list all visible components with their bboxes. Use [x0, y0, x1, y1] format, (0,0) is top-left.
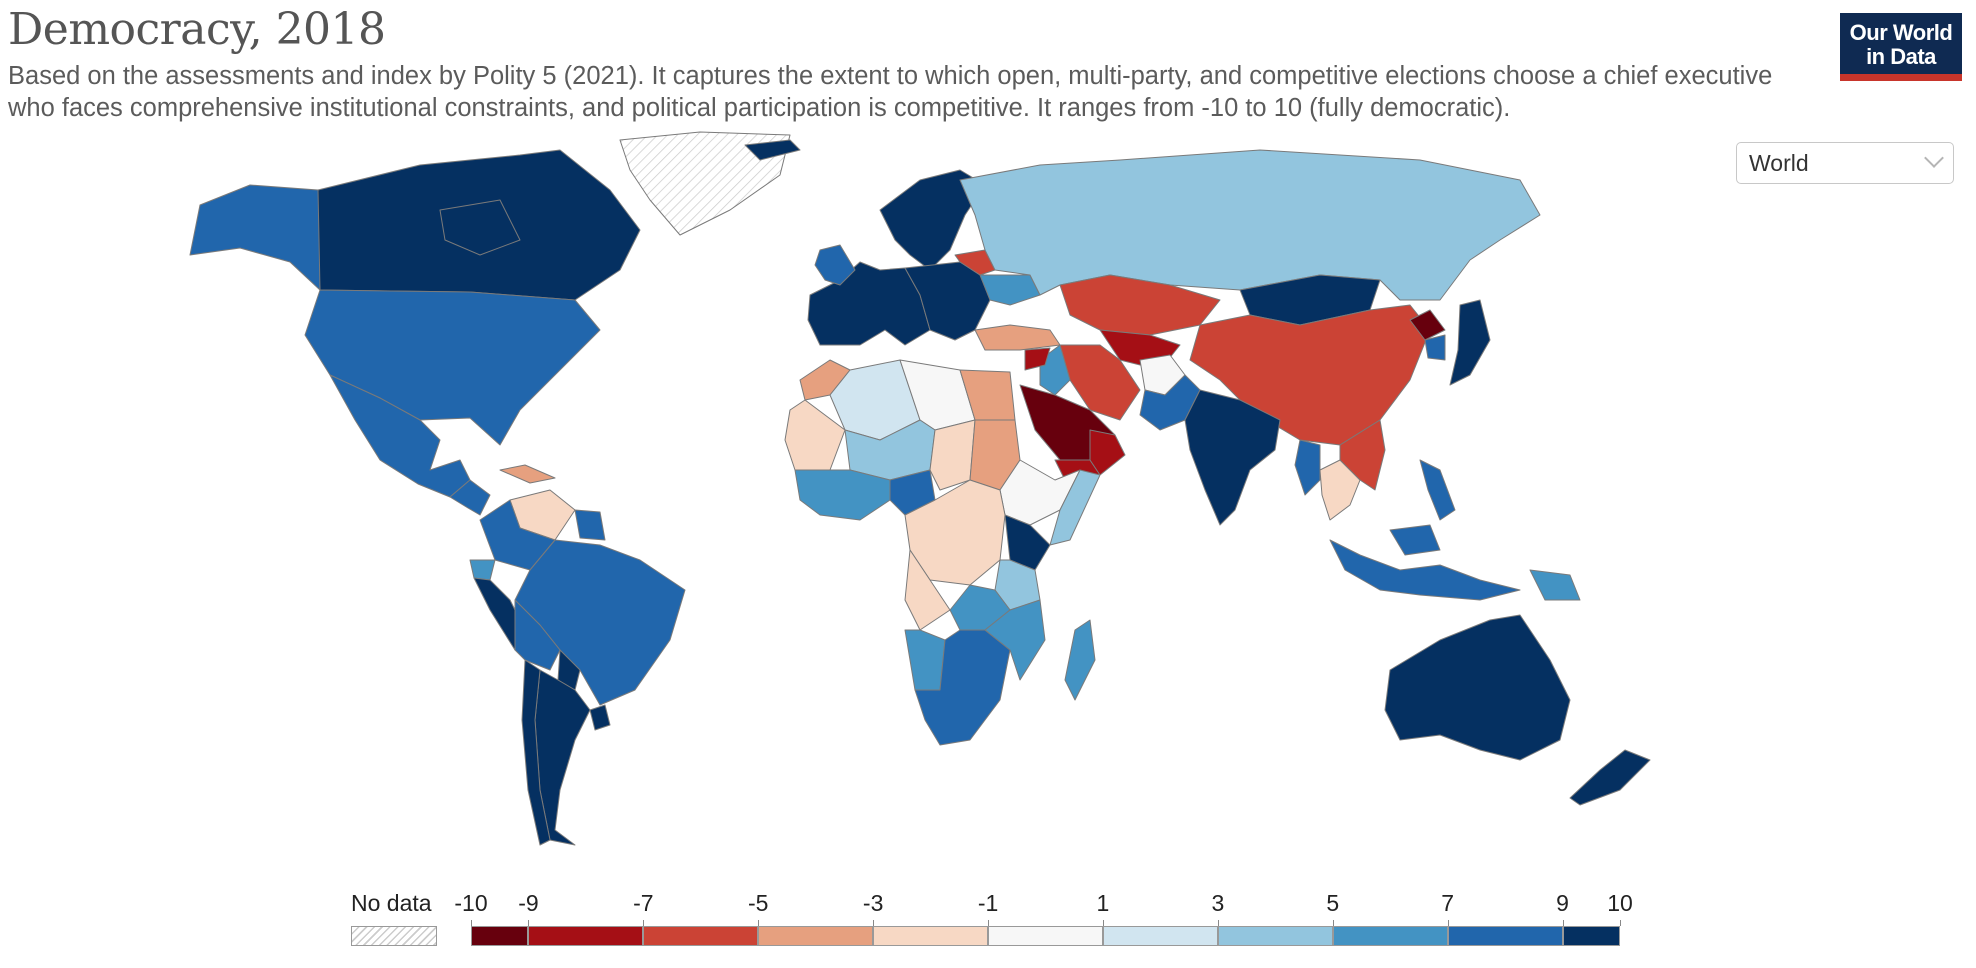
- world-map: CanadaGreenland Alaska (United States)Uni…: [189, 131, 1651, 846]
- legend-tick-label: -5: [748, 890, 769, 916]
- country-region[interactable]: Philippines: [1419, 459, 1456, 521]
- owid-logo[interactable]: Our World in Data: [1840, 13, 1962, 81]
- legend-tick-mark: [1332, 920, 1334, 926]
- logo-line-2: in Data: [1866, 44, 1936, 69]
- legend-tick-label: 3: [1211, 890, 1225, 916]
- country-region[interactable]: Australia: [1384, 614, 1571, 761]
- country-region[interactable]: Central America: [449, 479, 491, 516]
- country-region[interactable]: Cuba: [499, 464, 556, 484]
- country-region[interactable]: Greenland: [619, 131, 791, 236]
- legend-tick-mark: [1447, 920, 1449, 926]
- country-region[interactable]: Chad: [929, 419, 976, 491]
- legend-bin-swatch: [1217, 926, 1333, 946]
- legend-tick-mark: [1562, 920, 1564, 926]
- country-region[interactable]: Angola: [904, 549, 951, 631]
- country-region[interactable]: India: [1184, 389, 1281, 526]
- country-region[interactable]: Belarus: [954, 249, 996, 276]
- country-region[interactable]: Madagascar: [1064, 619, 1096, 701]
- country-region[interactable]: Iran: [1059, 344, 1141, 421]
- legend-tick-mark: [1102, 920, 1104, 926]
- legend-tick-mark: [1620, 920, 1621, 926]
- legend-tick-mark: [873, 920, 875, 926]
- region-select-dropdown[interactable]: World: [1736, 142, 1954, 184]
- legend-tick-label: -10: [454, 890, 488, 916]
- legend-bin-swatch: [988, 926, 1103, 946]
- legend-tick-mark: [528, 920, 530, 926]
- legend-tick-mark: [643, 920, 645, 926]
- legend-bin-swatch: [1332, 926, 1448, 946]
- legend-tick-label: 10: [1607, 890, 1633, 916]
- legend-bin-swatch: [471, 926, 529, 946]
- country-region[interactable]: Ukraine: [979, 274, 1041, 306]
- country-region[interactable]: Mexico: [329, 374, 471, 498]
- country-region[interactable]: Botswana / South Africa: [914, 629, 1011, 746]
- country-region[interactable]: Western Sahara / Mauritania: [784, 399, 846, 471]
- country-region[interactable]: South Korea: [1424, 334, 1446, 361]
- legend-tick-label: 7: [1441, 890, 1455, 916]
- country-region[interactable]: Turkey: [974, 324, 1061, 351]
- country-region[interactable]: Uruguay: [589, 704, 611, 731]
- country-region[interactable]: West Africa coast: [794, 469, 891, 521]
- country-region[interactable]: Oman / UAE: [1089, 429, 1126, 476]
- legend-bin-swatch: [1102, 926, 1218, 946]
- country-region[interactable]: Malaysia / Indonesia: [1329, 524, 1521, 601]
- legend-tick-label: 5: [1326, 890, 1340, 916]
- country-region[interactable]: Ireland / United Kingdom: [814, 244, 856, 286]
- legend-tick-mark: [988, 920, 990, 926]
- legend-bin-swatch: [528, 926, 644, 946]
- country-region[interactable]: Syria: [1024, 347, 1051, 371]
- legend-bin-swatch: [758, 926, 874, 946]
- legend-tick-label: -7: [633, 890, 654, 916]
- legend-tick-label: -1: [977, 890, 999, 916]
- country-region[interactable]: Canada: [314, 149, 641, 301]
- legend-bin-swatch: [873, 926, 989, 946]
- country-region[interactable]: Papua New Guinea: [1529, 569, 1581, 601]
- legend-tick-mark: [1217, 920, 1219, 926]
- country-region[interactable]: Somalia: [1049, 469, 1101, 546]
- region-select-value: World: [1749, 150, 1809, 176]
- legend-bin-swatch: [1562, 926, 1620, 946]
- country-region[interactable]: Ecuador: [469, 559, 496, 581]
- country-region[interactable]: United States: [304, 289, 601, 446]
- country-region[interactable]: North Korea: [1409, 309, 1446, 341]
- country-region[interactable]: Guyana / Suriname: [574, 509, 606, 541]
- legend-tick-label: 9: [1556, 890, 1569, 916]
- country-region[interactable]: Kenya: [1004, 514, 1051, 571]
- country-region[interactable]: Mozambique: [984, 599, 1046, 681]
- country-region[interactable]: Vietnam / Laos: [1339, 419, 1386, 491]
- legend-no-data-swatch: [351, 926, 437, 946]
- legend-tick-label: -3: [862, 890, 884, 916]
- country-region[interactable]: Bolivia: [514, 599, 561, 671]
- legend-tick-label: 1: [1096, 890, 1110, 916]
- chart-subtitle: Based on the assessments and index by Po…: [8, 62, 1773, 122]
- country-region[interactable]: Russia: [959, 149, 1541, 301]
- country-region[interactable]: Myanmar: [1294, 439, 1321, 496]
- legend-tick-mark: [758, 920, 760, 926]
- legend-no-data-label: No data: [351, 890, 432, 916]
- legend-tick-mark: [471, 920, 472, 926]
- page-title: Democracy, 2018: [8, 4, 386, 55]
- legend-bin-swatch: [1447, 926, 1563, 946]
- legend-bin-swatch: [643, 926, 759, 946]
- country-region[interactable]: Iceland / Scandinavia: [744, 139, 986, 271]
- logo-line-1: Our World: [1849, 20, 1953, 45]
- legend-tick-label: -9: [518, 890, 539, 916]
- country-region[interactable]: Alaska (United States): [189, 184, 321, 291]
- country-region[interactable]: Namibia: [904, 629, 946, 691]
- country-region[interactable]: Chile: [521, 659, 551, 846]
- country-region[interactable]: Japan: [1449, 299, 1491, 386]
- color-legend: No data -10 -9 -7 -5 -3 -1 1 3 5 7 9 10: [0, 890, 1976, 968]
- country-region[interactable]: New Zealand: [1569, 749, 1651, 806]
